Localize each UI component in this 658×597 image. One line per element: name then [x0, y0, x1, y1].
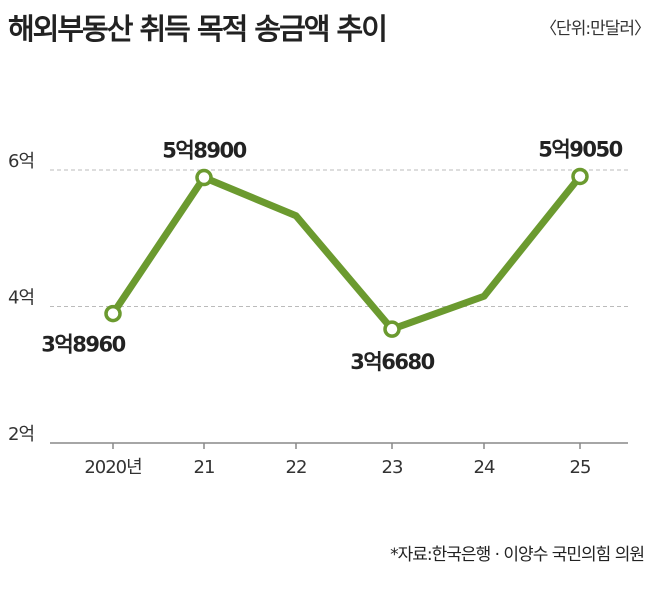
x-tick-label: 24 — [474, 457, 495, 478]
series-line — [110, 174, 583, 333]
chart-title: 해외부동산 취득 목적 송금액 추이 — [8, 12, 388, 46]
y-tick-label: 4억 — [8, 288, 34, 309]
y-tick-label: 2억 — [8, 424, 34, 445]
x-tick-label: 22 — [286, 457, 307, 478]
data-point — [383, 320, 401, 338]
data-point — [104, 304, 122, 323]
data-label: 5억9050 — [538, 137, 622, 161]
source-note: *자료:한국은행 · 이양수 국민의힘 의원 — [390, 545, 645, 565]
unit-label: 〈단위:만달러〉 — [540, 19, 651, 39]
x-tick-label: 21 — [194, 457, 215, 478]
x-tick-label: 25 — [570, 457, 591, 478]
data-label: 3억6680 — [350, 350, 434, 374]
data-point — [195, 168, 213, 187]
data-label: 5억8900 — [162, 139, 246, 163]
data-label: 3억8960 — [41, 333, 125, 357]
x-tick-label: 2020년 — [84, 457, 141, 478]
y-tick-label: 6억 — [8, 151, 34, 172]
data-point — [571, 167, 589, 186]
x-tick-label: 23 — [382, 457, 403, 478]
